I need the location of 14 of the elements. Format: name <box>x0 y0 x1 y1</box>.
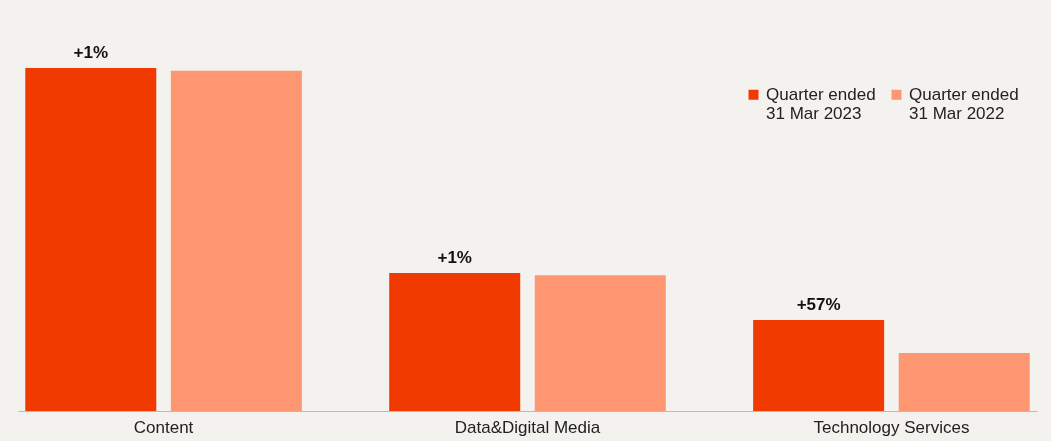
bar <box>389 273 521 411</box>
text: +1% <box>73 43 109 62</box>
legend-label: Quarter ended 31 Mar 2022 <box>909 84 1019 123</box>
bar <box>898 353 1030 411</box>
annotation: +1% <box>437 248 472 268</box>
legend-label: Quarter ended 31 Mar 2023 <box>766 84 876 123</box>
bar <box>25 68 157 411</box>
x-tick-label: Technology Services <box>813 417 970 437</box>
annotation: +57% <box>796 295 841 315</box>
bar <box>170 70 302 411</box>
bar <box>753 320 885 411</box>
x-tick-label: Data&Digital Media <box>454 417 601 437</box>
x-tick-label: Content <box>133 417 194 437</box>
bar <box>534 275 666 411</box>
